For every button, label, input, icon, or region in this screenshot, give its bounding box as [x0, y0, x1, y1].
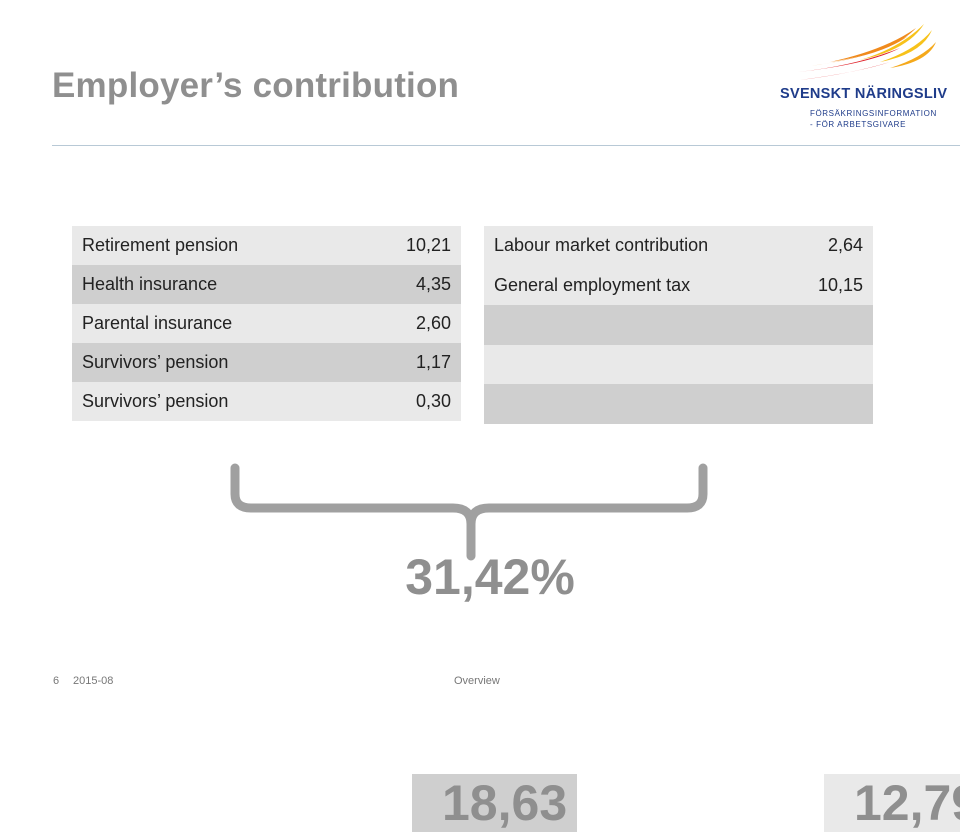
- row-label: [484, 305, 789, 345]
- table-row: General employment tax 10,15: [484, 265, 873, 306]
- table-row: Health insurance 4,35: [72, 265, 461, 304]
- row-label: Parental insurance: [72, 304, 357, 343]
- row-value: 2,64: [788, 226, 873, 266]
- social-security-contributions-table: Retirement pension 10,21 Health insuranc…: [72, 226, 578, 832]
- row-label: [824, 774, 844, 832]
- row-label: [412, 774, 432, 832]
- subtotal-value: 18,63: [432, 774, 578, 832]
- row-value: 0,30: [356, 382, 461, 421]
- table-total-row: 18,63: [412, 774, 712, 832]
- logo-subtitle-line1: FÖRSÄKRINGSINFORMATION: [810, 109, 937, 118]
- row-label: [484, 344, 789, 385]
- wing-logo-icon: [798, 24, 936, 80]
- row-label: Survivors’ pension: [72, 343, 357, 382]
- row-label: Retirement pension: [72, 226, 357, 265]
- footer-date: 2015-08: [73, 675, 114, 687]
- row-value: 1,17: [356, 343, 461, 382]
- row-label: General employment tax: [484, 265, 789, 306]
- page-number: 6: [53, 675, 60, 687]
- slide-title: Employer’s contribution: [52, 66, 460, 105]
- row-value: 10,21: [356, 226, 461, 265]
- table-row: Parental insurance 2,60: [72, 304, 461, 343]
- row-value: 10,15: [788, 265, 873, 306]
- table-total-row: 12,79: [824, 774, 960, 832]
- general-payroll-tax-table: Labour market contribution 2,64 General …: [484, 226, 960, 832]
- row-value: 2,60: [356, 304, 461, 343]
- table-row: [484, 384, 873, 424]
- subtotal-value: 12,79: [844, 774, 960, 832]
- table-row: Survivors’ pension 1,17: [72, 343, 461, 382]
- row-label: Survivors’ pension: [72, 382, 357, 421]
- row-value: [788, 384, 873, 424]
- row-value: [788, 344, 873, 385]
- footer-section: Overview: [454, 675, 500, 687]
- total-percentage: 31,42%: [405, 549, 575, 605]
- table-row: [484, 344, 873, 385]
- row-value: 4,35: [356, 265, 461, 304]
- company-logo: SVENSKT NÄRINGSLIV FÖRSÄKRINGSINFORMATIO…: [770, 22, 950, 132]
- table-row: Survivors’ pension 0,30: [72, 382, 461, 421]
- row-label: [484, 384, 789, 424]
- logo-name: SVENSKT NÄRINGSLIV: [780, 86, 948, 102]
- row-value: [788, 305, 873, 345]
- table-row: [484, 305, 873, 345]
- curly-brace-icon: [230, 463, 708, 561]
- row-label: Health insurance: [72, 265, 357, 304]
- title-divider: [52, 145, 960, 146]
- table-row: Labour market contribution 2,64: [484, 226, 873, 266]
- row-label: Labour market contribution: [484, 226, 789, 266]
- logo-subtitle-line2: - FÖR ARBETSGIVARE: [810, 120, 906, 129]
- table-row: Retirement pension 10,21: [72, 226, 461, 265]
